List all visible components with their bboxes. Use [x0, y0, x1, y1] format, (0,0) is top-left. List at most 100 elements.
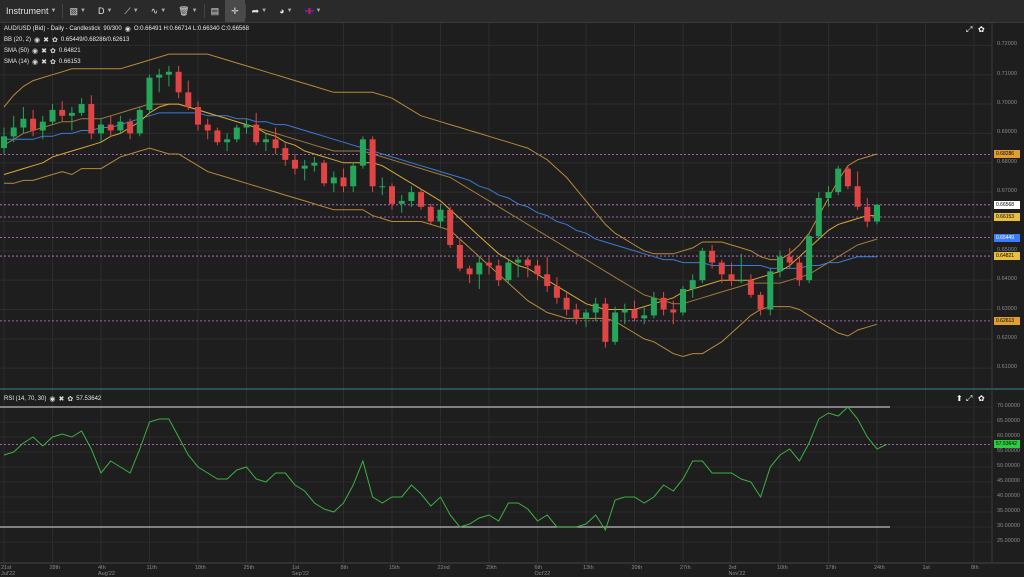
time-axis-day: 24th [874, 565, 885, 571]
eye-icon[interactable]: ◉ [34, 37, 41, 44]
candle-body [767, 271, 774, 310]
maximize-icon[interactable]: ⤢ [966, 394, 973, 403]
time-axis-day: 20th [631, 565, 643, 571]
drawing-tools-menu[interactable]: ⟋ ▼ [118, 0, 144, 22]
maximize-icon[interactable]: ⤢ [966, 25, 973, 34]
candle-body [195, 106, 201, 125]
candle-body [825, 192, 832, 198]
time-axis-label: 17th [826, 565, 837, 571]
candle-body [844, 168, 851, 187]
time-axis-label: 13th [583, 565, 594, 571]
price-axis-label: 0.67000 [997, 188, 1017, 195]
gear-icon[interactable]: ✿ [52, 37, 58, 44]
time-axis-month: Nov'22 [728, 571, 746, 577]
time-axis-label: 27th [680, 565, 691, 571]
time-axis-day: 11th [146, 565, 157, 571]
candle-body [777, 256, 783, 272]
candle-body [20, 118, 27, 128]
close-icon[interactable]: ✖ [43, 37, 49, 44]
time-axis-day: 29th [486, 565, 497, 571]
time-axis-label: 21st Jul'22 [1, 565, 15, 577]
time-axis-label: 28th [50, 565, 61, 571]
trendline-icon: ⟋ [124, 5, 131, 16]
candle-body [660, 297, 667, 310]
share-menu[interactable]: ➦ ▼ [246, 0, 274, 22]
sma14-label: SMA (14) [4, 59, 30, 65]
candle-body [292, 159, 298, 169]
candle-body [10, 127, 17, 137]
timeframe-label: D [97, 6, 105, 16]
candle-body [78, 104, 85, 113]
price-axis-label: 0.64000 [997, 276, 1017, 283]
candle-body [272, 139, 279, 149]
time-axis-day: 1st [292, 565, 300, 571]
candle-body [806, 236, 813, 281]
candle-body [68, 112, 75, 116]
time-axis-day: 15th [389, 565, 400, 571]
delete-menu[interactable]: 🗑 ▼ [172, 0, 203, 22]
time-axis-label: 22nd [438, 565, 450, 571]
candle-body [786, 256, 793, 263]
candle-body [447, 209, 454, 245]
time-axis-label: 8th [971, 565, 979, 571]
candle-body [379, 186, 386, 188]
candle-body [456, 244, 463, 269]
candle-body [718, 262, 725, 275]
gear-icon[interactable]: ✿ [50, 59, 56, 66]
chevron-down-icon: ▼ [106, 8, 113, 14]
candle-body [495, 265, 502, 281]
sma50-value: 0.64821 [58, 48, 81, 54]
time-axis-label: 15th [389, 565, 400, 571]
crosshair-icon: ✛ [231, 5, 239, 16]
layout-icon: ▤ [210, 5, 220, 16]
candle-body [253, 124, 260, 143]
price-chart[interactable] [0, 23, 1024, 576]
price-tag: 0.68286 [994, 150, 1020, 159]
rsi-label: RSI (14, 70, 30) [4, 396, 47, 402]
bb-upper-line [3, 53, 878, 261]
time-axis-label: 24th [874, 565, 885, 571]
candle-body [243, 124, 250, 128]
candle-body [553, 286, 560, 298]
move-up-icon[interactable]: ⬆ [956, 394, 963, 403]
settings-icon[interactable]: ✿ [978, 394, 985, 403]
gear-icon[interactable]: ✿ [67, 396, 74, 403]
chevron-down-icon: ▼ [191, 8, 198, 14]
close-icon[interactable]: ✖ [58, 396, 65, 403]
candle-body [864, 206, 871, 222]
layout-button[interactable]: ▤ [205, 0, 226, 22]
eye-icon[interactable]: ◉ [32, 59, 39, 66]
theme-menu[interactable]: ◕ ▼ [273, 0, 298, 22]
eye-icon[interactable]: ◉ [124, 26, 131, 33]
rsi-line [3, 406, 887, 532]
candle-body [650, 297, 657, 316]
time-axis-label: 1st [923, 565, 930, 571]
language-menu[interactable]: ▼ [299, 0, 328, 22]
close-icon[interactable]: ✖ [41, 48, 47, 55]
candle-body [330, 177, 337, 184]
candle-body [699, 250, 706, 281]
timeframe-menu[interactable]: D ▼ [92, 0, 118, 22]
indicators-icon: ∿ [150, 5, 159, 16]
instrument-menu[interactable]: Instrument ▼ [0, 0, 62, 22]
rsi-axis-label: 35.00000 [997, 508, 1020, 514]
settings-icon[interactable]: ✿ [978, 25, 985, 34]
close-icon[interactable]: ✖ [41, 59, 47, 66]
time-axis-label: 20th [632, 565, 643, 571]
time-axis-month: Sep'22 [292, 571, 309, 577]
eye-icon[interactable]: ◉ [49, 396, 56, 403]
candle-body [408, 192, 415, 201]
time-axis-day: 28th [49, 565, 61, 571]
crosshair-button[interactable]: ✛ [225, 0, 245, 22]
candle-body [738, 280, 745, 282]
uk-flag-icon [304, 8, 314, 14]
chart-type-menu[interactable]: ▧ ▼ [63, 0, 91, 22]
eye-icon[interactable]: ◉ [32, 48, 39, 55]
candle-body [185, 92, 192, 107]
chevron-down-icon: ▼ [132, 8, 139, 14]
gear-icon[interactable]: ✿ [50, 48, 56, 55]
chart-area[interactable]: AUD/USD (Bid) - Daily - Candlestick 90/3… [0, 23, 1024, 577]
indicators-menu[interactable]: ∿ ▼ [145, 0, 173, 22]
candle-body [515, 259, 522, 263]
candle-body [214, 130, 221, 143]
